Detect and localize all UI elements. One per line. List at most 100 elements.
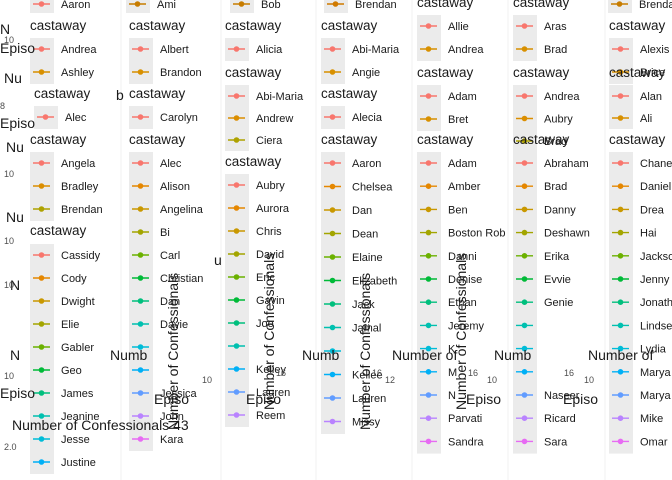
legend-key-point-6-1	[137, 69, 144, 75]
legend-key-point-23-9	[425, 369, 432, 375]
legend-label-14-1: Andrew	[256, 113, 293, 125]
axis-fragment-1: Episo	[0, 40, 35, 56]
legend-label-26-5: Geo	[61, 365, 82, 377]
legend-key-point-20-0	[137, 160, 144, 166]
legend-title-18: castaway	[609, 65, 666, 80]
legend-label-25-10: Marya	[640, 390, 671, 402]
legend-key-point-25-10	[617, 392, 624, 398]
legend-label-10-0: Aras	[544, 21, 567, 33]
legend-label-14-2: Ciera	[256, 135, 283, 147]
legend-label-25-12: Omar	[640, 436, 668, 448]
legend-key-point-22-0	[329, 160, 336, 166]
y-axis-title-0: Number of Confessionals	[165, 273, 181, 430]
legend-key-point-21-1	[233, 205, 240, 211]
legend-label-24-4: Erika	[544, 251, 570, 263]
legend-label-25-5: Jenny	[640, 274, 670, 286]
legend-key-point-23-4	[425, 253, 432, 259]
legend-key-point-22-11	[329, 418, 336, 425]
legend-label-25-8: Lydia	[640, 344, 667, 356]
legend-key-point-15-0	[329, 114, 336, 120]
legend-label-8-0: Abi-Maria	[352, 44, 400, 56]
legend-label-19-2: Brendan	[61, 204, 103, 216]
axis-fragment-7: N	[10, 347, 20, 363]
legend-title-16: castaway	[417, 65, 474, 80]
legend-label-25-4: Jackso	[640, 251, 672, 263]
legend-key-point-22-5	[329, 277, 336, 284]
legend-key-point-19-2	[38, 206, 45, 212]
legend-label-23-10: N	[448, 390, 456, 402]
legend-key-point-21-2	[233, 228, 240, 234]
legend-key-strip-8	[321, 38, 345, 84]
legend-key-point-19-1	[38, 183, 45, 189]
legend-title-13: castaway	[129, 86, 186, 101]
legend-label-24-11: Ricard	[544, 413, 576, 425]
legend-label-20-6: Dan	[160, 296, 180, 308]
legend-key-point-25-4	[617, 253, 624, 259]
axis-fragment-0: N	[0, 21, 10, 37]
legend-key-point-5-0	[38, 46, 45, 52]
legend-key-point-21-8	[233, 366, 240, 372]
legend-key-point-22-6	[329, 301, 336, 307]
legend-label-26-2: Dwight	[61, 296, 95, 308]
legend-label-1-0: Ami	[157, 0, 176, 11]
legend-key-point-26-8	[38, 436, 45, 442]
tick-fragment-2: 10	[4, 169, 14, 179]
legend-key-point-26-6	[38, 390, 45, 396]
legend-label-16-1: Bret	[448, 114, 468, 126]
legend-key-point-26-7	[38, 413, 45, 419]
legend-key-point-24-6	[521, 299, 528, 306]
legend-key-point-0-0	[38, 1, 45, 7]
legend-key-point-21-10	[233, 412, 240, 418]
y-axis-title-1: Number of Confessionals	[261, 253, 277, 410]
legend-key-point-22-8	[329, 348, 336, 354]
legend-label-18-0: Alan	[640, 91, 662, 103]
legend-key-point-24-11	[521, 415, 528, 422]
legend-label-20-5: Christian	[160, 273, 203, 285]
legend-label-20-7: Davie	[160, 319, 188, 331]
legend-label-24-5: Evvie	[544, 274, 571, 286]
legend-key-point-24-8	[521, 345, 528, 352]
axis-fragment-17: Episo	[563, 391, 598, 407]
legend-key-point-8-1	[329, 69, 336, 75]
legend-key-point-23-11	[425, 415, 432, 422]
legend-key-strip-26	[30, 244, 54, 474]
legend-label-20-10: Jessica	[160, 388, 198, 400]
legend-key-point-24-4	[521, 253, 528, 259]
legend-key-point-25-2	[617, 206, 624, 213]
legend-key-point-25-1	[617, 183, 624, 189]
legend-label-8-1: Angie	[352, 67, 380, 79]
legend-label-20-3: Bi	[160, 227, 170, 239]
legend-key-point-22-1	[329, 183, 336, 190]
axis-fragment-5: Nu	[6, 209, 24, 225]
legend-key-point-26-0	[38, 252, 45, 258]
legend-label-23-7: Jeremy	[448, 320, 485, 332]
legend-key-point-14-1	[233, 115, 240, 121]
axis-fragment-19: Episo	[246, 391, 281, 407]
legend-key-point-25-9	[617, 369, 624, 375]
axis-fragment-16: Episo	[466, 391, 501, 407]
axis-fragment-11: Numb	[110, 347, 148, 363]
legend-key-point-26-9	[38, 459, 45, 465]
legend-key-point-25-11	[617, 415, 624, 422]
legend-key-strip-6	[129, 38, 153, 84]
legend-key-point-20-6	[137, 298, 144, 304]
legend-key-point-11-0	[617, 46, 624, 52]
legend-key-point-20-3	[137, 229, 144, 235]
legend-key-point-18-0	[617, 93, 624, 99]
legend-label-19-0: Angela	[61, 158, 96, 170]
axis-fragment-12: Numb	[302, 347, 340, 363]
legend-title-9: castaway	[417, 0, 474, 10]
legend-title-12: castaway	[34, 86, 91, 101]
legend-label-5-0: Andrea	[61, 44, 97, 56]
legend-key-point-25-3	[617, 229, 624, 236]
tick-fragment-6: 2.0	[4, 442, 17, 452]
legend-key-point-22-2	[329, 207, 336, 213]
tick-fragment-9: 16	[372, 368, 382, 378]
legend-label-23-2: Ben	[448, 204, 468, 216]
legend-key-point-5-1	[38, 69, 45, 75]
legend-key-point-23-12	[425, 438, 432, 445]
axis-fragment-2: Nu	[4, 70, 22, 86]
legend-key-point-14-2	[233, 137, 240, 143]
legend-key-point-24-7	[521, 322, 528, 329]
